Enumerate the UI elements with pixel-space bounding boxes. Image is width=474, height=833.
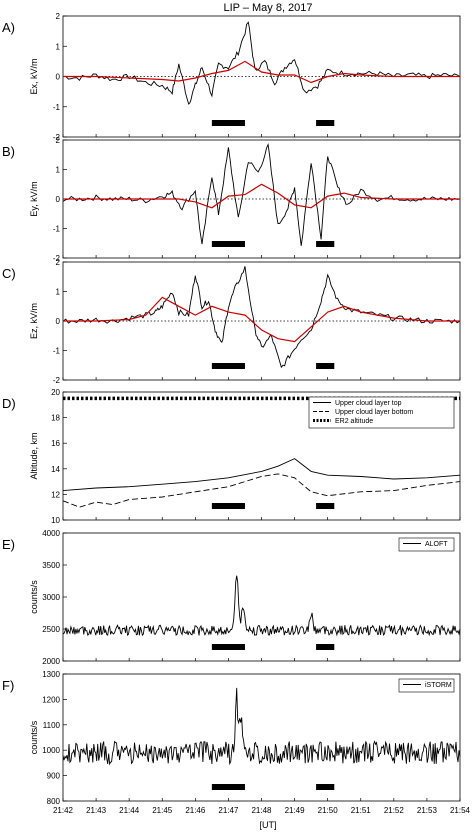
y-tick-label: 1 (56, 288, 61, 297)
series-line (63, 60, 460, 84)
legend-box (308, 396, 455, 429)
interval-bar (211, 503, 245, 509)
x-tick-label: 21:43 (86, 806, 107, 815)
y-axis-label: counts/s (29, 720, 39, 754)
y-tick-label: -2 (53, 254, 61, 263)
legend-entry: ALOFT (425, 541, 448, 548)
panel-label: D) (2, 396, 16, 411)
panel-label: A) (2, 20, 15, 35)
y-tick-label: 14 (51, 465, 60, 474)
series-line (62, 21, 461, 105)
y-tick-label: 1200 (42, 695, 60, 704)
series-line (62, 143, 461, 246)
legend-entry: ER2 altitude (335, 418, 373, 425)
panel-label: E) (2, 537, 15, 552)
y-tick-label: 4000 (42, 529, 60, 538)
legend-entry: Upper cloud layer top (335, 400, 402, 407)
y-axis-label: Ex, kV/m (29, 58, 39, 94)
legend-entry: iSTORM (425, 682, 452, 689)
y-tick-label: 1 (56, 42, 61, 51)
x-tick-label: 21:44 (119, 806, 140, 815)
y-tick-label: 10 (51, 516, 60, 525)
panel-4: D) 10 12 14 16 18 20 Altitude, km Upper cloud la… (2, 388, 461, 525)
y-tick-label: 2 (56, 12, 61, 21)
interval-bar (316, 120, 335, 126)
x-tick-label: 21:46 (185, 806, 206, 815)
panel-label: C) (2, 266, 16, 281)
y-axis-label: counts/s (29, 580, 39, 614)
series-line (62, 458, 461, 492)
interval-bar (316, 644, 335, 650)
x-tick-label: 21:48 (251, 806, 272, 815)
series-line (62, 473, 461, 508)
x-tick-label: 21:45 (152, 806, 173, 815)
y-tick-label: 2 (56, 258, 61, 267)
series-line (62, 687, 461, 766)
legend-box (398, 537, 455, 552)
interval-bar (211, 784, 245, 790)
y-tick-label: 1 (56, 166, 61, 175)
series-line (62, 575, 461, 637)
interval-bar (316, 241, 335, 247)
panel-1: A) -2 -1 0 1 2 Ex, kV/m (2, 12, 461, 142)
interval-bar (211, 644, 245, 650)
interval-bar (211, 120, 245, 126)
y-tick-label: -1 (53, 347, 61, 356)
y-tick-label: 2500 (42, 625, 60, 634)
y-tick-label: 900 (47, 772, 61, 781)
panel-2: B) -2 -1 0 1 2 Ey, kV/m (2, 136, 461, 263)
y-tick-label: 0 (56, 73, 61, 82)
panel-6: F) 800 900 1000 1100 1200 1300 counts/s iSTORM 21… (2, 670, 471, 815)
y-tick-label: 2 (56, 136, 61, 145)
plot-frame (62, 532, 461, 662)
series-line (63, 296, 460, 343)
interval-bar (211, 363, 245, 369)
interval-bar (316, 363, 335, 369)
x-tick-label: 21:53 (417, 806, 438, 815)
y-tick-label: 1300 (42, 670, 60, 679)
interval-bar (316, 503, 335, 509)
panel-3: C) -2 -1 0 1 2 Ez, kV/m (2, 258, 461, 385)
y-axis-label: Altitude, km (29, 432, 39, 479)
series-line (63, 183, 460, 209)
x-tick-label: 21:51 (351, 806, 372, 815)
plot-frame (62, 673, 461, 802)
panel-label: B) (2, 144, 15, 159)
x-tick-label: 21:49 (285, 806, 306, 815)
y-axis-label: Ez, kV/m (29, 303, 39, 339)
figure-title: LIP – May 8, 2017 (223, 2, 312, 14)
y-tick-label: -1 (53, 225, 61, 234)
y-tick-label: 3500 (42, 561, 60, 570)
series-line (62, 266, 461, 369)
interval-bar (316, 784, 335, 790)
y-tick-label: 16 (51, 439, 60, 448)
x-tick-label: 21:52 (384, 806, 405, 815)
panel-label: F) (2, 678, 14, 693)
y-tick-label: -2 (53, 133, 61, 142)
y-tick-label: -1 (53, 103, 61, 112)
x-tick-label: 21:42 (53, 806, 74, 815)
y-tick-label: 18 (51, 414, 60, 423)
y-tick-label: 3000 (42, 593, 60, 602)
y-tick-label: 0 (56, 195, 61, 204)
y-tick-label: 1000 (42, 746, 60, 755)
x-axis-label: [UT] (260, 820, 277, 830)
y-tick-label: 20 (51, 388, 60, 397)
y-tick-label: 0 (56, 317, 61, 326)
x-tick-label: 21:47 (218, 806, 239, 815)
y-tick-label: -2 (53, 376, 61, 385)
interval-bar (211, 241, 245, 247)
y-tick-label: 800 (47, 797, 61, 806)
legend-box (398, 678, 455, 693)
legend-entry: Upper cloud layer bottom (335, 409, 413, 416)
y-axis-label: Ey, kV/m (29, 181, 39, 216)
y-tick-label: 1100 (43, 721, 61, 730)
y-tick-label: 12 (51, 490, 60, 499)
y-tick-label: 2000 (42, 657, 60, 666)
panel-5: E) 2000 2500 3000 3500 4000 counts/s ALOFT (2, 529, 461, 666)
x-tick-label: 21:54 (450, 806, 471, 815)
x-tick-label: 21:50 (318, 806, 339, 815)
